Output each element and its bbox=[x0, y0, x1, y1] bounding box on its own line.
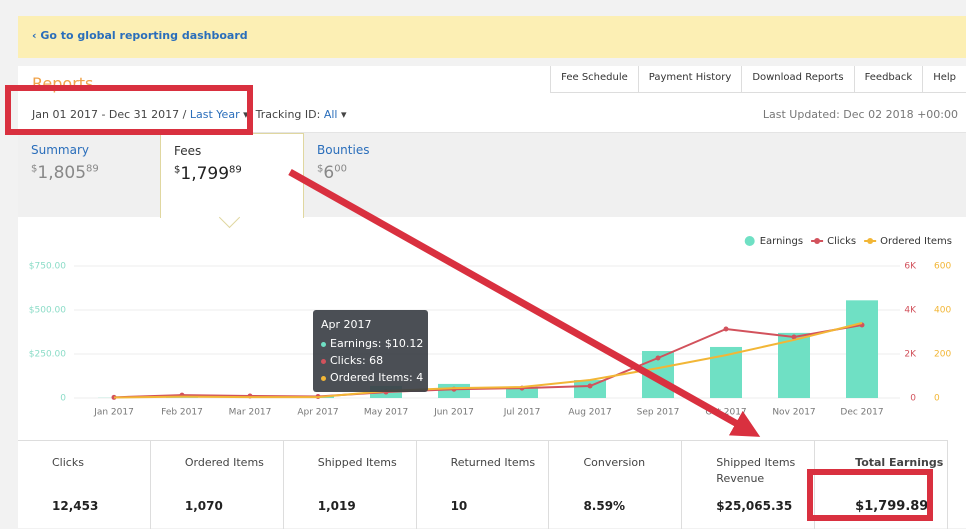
x-tick-label: Sep 2017 bbox=[637, 408, 680, 418]
tab-name: Bounties bbox=[317, 143, 369, 157]
y3-tick-label: 600 bbox=[934, 262, 951, 272]
summary-label: Shipped Items bbox=[318, 455, 408, 471]
line bbox=[114, 325, 862, 397]
y-tick-label: 0 bbox=[60, 394, 66, 404]
last-updated: Last Updated: Dec 02 2018 +00:00 bbox=[763, 108, 958, 121]
summary-label: Total Earnings bbox=[855, 455, 945, 471]
x-tick-label: Jan 2017 bbox=[93, 408, 134, 418]
amount: 6 bbox=[323, 163, 334, 183]
cents: 89 bbox=[86, 163, 99, 174]
summary-label: Returned Items bbox=[451, 455, 541, 471]
tooltip-line: Ordered Items: 4 bbox=[330, 371, 423, 384]
y2-tick-label: 4K bbox=[904, 306, 917, 316]
tabs: Summary $1,80589 Fees $1,79989 Bounties $60… bbox=[18, 132, 966, 217]
tooltip-title: Apr 2017 bbox=[321, 318, 372, 331]
bar bbox=[574, 380, 606, 398]
summary-value: 10 bbox=[451, 499, 468, 513]
period[interactable]: Last Year bbox=[190, 108, 240, 121]
nav-item[interactable]: Download Reports bbox=[741, 66, 853, 93]
x-tick-label: May 2017 bbox=[364, 408, 408, 418]
summary-cell: Clicks 12,453 bbox=[18, 441, 151, 529]
x-tick-label: Nov 2017 bbox=[772, 408, 815, 418]
date-range: Jan 01 2017 - Dec 31 2017 / bbox=[32, 108, 186, 121]
summary-value: $1,799.89 bbox=[855, 499, 928, 514]
nav-item[interactable]: Fee Schedule bbox=[550, 66, 638, 93]
summary-value: $25,065.35 bbox=[716, 499, 792, 513]
summary-value: 12,453 bbox=[52, 499, 98, 513]
nav-item[interactable]: Feedback bbox=[854, 66, 923, 93]
x-tick-label: Oct 2017 bbox=[705, 408, 746, 418]
summary-value: 1,070 bbox=[185, 499, 223, 513]
summary-label: Conversion bbox=[583, 455, 673, 471]
x-tick-label: Dec 2017 bbox=[840, 408, 883, 418]
y3-tick-label: 400 bbox=[934, 306, 951, 316]
amount: 1,805 bbox=[37, 163, 86, 183]
chart: 0 $250.00 $500.00 $750.00 0 2K 4K 6K 0 200 400 600 J… bbox=[0, 215, 966, 440]
tooltip-line: Clicks: 68 bbox=[330, 354, 383, 367]
y2-tick-label: 2K bbox=[904, 350, 917, 360]
point bbox=[588, 384, 593, 389]
tooltip-line: Earnings: $10.12 bbox=[330, 337, 423, 350]
x-tick-label: Apr 2017 bbox=[297, 408, 338, 418]
summary-table: Clicks 12,453 Ordered Items 1,070 Shipped It… bbox=[18, 440, 948, 529]
x-tick-label: Jul 2017 bbox=[503, 408, 541, 418]
bar bbox=[846, 300, 878, 398]
summary-cell: Ordered Items 1,070 bbox=[151, 441, 284, 529]
legend-marker bbox=[867, 238, 873, 244]
nav-item[interactable]: Help bbox=[922, 66, 966, 93]
summary-value: 8.59% bbox=[583, 499, 625, 513]
dashboard-link[interactable]: ‹ Go to global reporting dashboard bbox=[32, 29, 248, 42]
cents: 89 bbox=[229, 164, 242, 175]
nav: Fee Schedule Payment History Download Re… bbox=[550, 66, 966, 93]
reports-title: Reports bbox=[32, 74, 93, 93]
x-tick-label: Mar 2017 bbox=[229, 408, 272, 418]
tab-value: $600 bbox=[317, 163, 347, 183]
tab-value: $1,79989 bbox=[174, 164, 242, 184]
summary-cell: Shipped Items 1,019 bbox=[284, 441, 417, 529]
summary-label: Shipped Items Revenue bbox=[716, 455, 806, 487]
summary-label: Ordered Items bbox=[185, 455, 275, 471]
y2-tick-label: 0 bbox=[910, 394, 916, 404]
y-tick-label: $750.00 bbox=[29, 262, 66, 272]
summary-cell: Total Earnings $1,799.89 bbox=[815, 441, 948, 529]
y2-tick-label: 6K bbox=[904, 262, 917, 272]
point bbox=[656, 356, 661, 361]
tab[interactable]: Fees $1,79989 bbox=[160, 133, 304, 218]
x-tick-label: Jun 2017 bbox=[433, 408, 474, 418]
banner: ‹ Go to global reporting dashboard bbox=[18, 16, 966, 58]
summary-cell: Returned Items 10 bbox=[417, 441, 550, 529]
tab-name: Fees bbox=[174, 144, 201, 158]
nav-item[interactable]: Payment History bbox=[638, 66, 742, 93]
filters: Jan 01 2017 - Dec 31 2017 / Last Year ▾ … bbox=[32, 108, 347, 121]
y3-tick-label: 0 bbox=[934, 394, 940, 404]
tracking-value[interactable]: All bbox=[324, 108, 338, 121]
x-tick-label: Feb 2017 bbox=[161, 408, 203, 418]
tab-value: $1,80589 bbox=[31, 163, 99, 183]
summary-label: Clicks bbox=[52, 455, 142, 471]
legend-label: Clicks bbox=[827, 236, 856, 247]
summary-value: 1,019 bbox=[318, 499, 356, 513]
legend-marker bbox=[745, 236, 755, 246]
tooltip: Apr 2017 Earnings: $10.12 Clicks: 68 Ord… bbox=[313, 310, 428, 392]
tab[interactable]: Bounties $600 bbox=[304, 133, 446, 217]
line bbox=[114, 323, 862, 398]
point bbox=[724, 327, 729, 332]
y3-tick-label: 200 bbox=[934, 350, 951, 360]
summary-cell: Conversion 8.59% bbox=[549, 441, 682, 529]
legend-label: Earnings bbox=[760, 236, 803, 247]
tab[interactable]: Summary $1,80589 bbox=[18, 133, 160, 217]
legend-marker bbox=[814, 238, 820, 244]
tracking-label: Tracking ID: bbox=[256, 108, 321, 121]
y-tick-label: $250.00 bbox=[29, 350, 66, 360]
legend-label: Ordered Items bbox=[880, 236, 952, 247]
cents: 00 bbox=[334, 163, 347, 174]
x-tick-label: Aug 2017 bbox=[568, 408, 611, 418]
summary-cell: Shipped Items Revenue $25,065.35 bbox=[682, 441, 815, 529]
y-tick-label: $500.00 bbox=[29, 306, 66, 316]
amount: 1,799 bbox=[180, 164, 229, 184]
tab-name: Summary bbox=[31, 143, 89, 157]
